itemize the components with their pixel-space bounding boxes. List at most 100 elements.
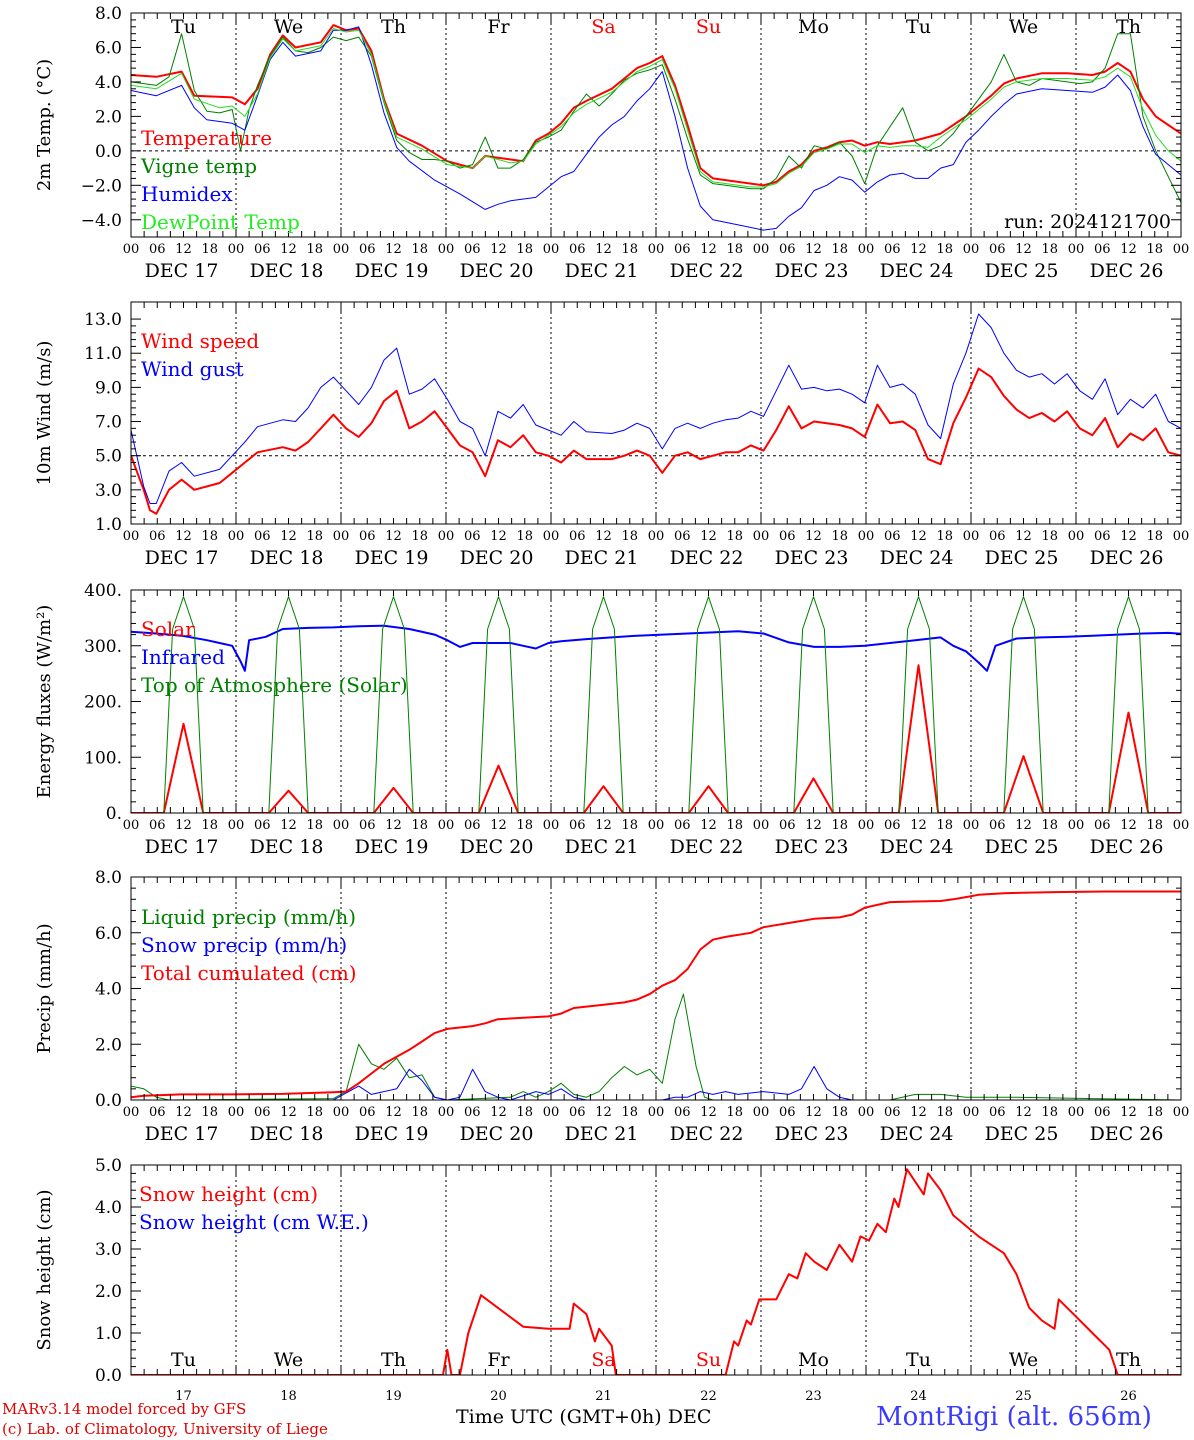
series-line xyxy=(131,24,1181,187)
date-label: DEC 18 xyxy=(250,1123,324,1145)
weekday-label: Mo xyxy=(798,16,829,38)
hour-label: 18 xyxy=(201,818,218,833)
hour-label: 18 xyxy=(621,1105,638,1120)
hour-label: 00 xyxy=(543,242,560,257)
date-label: DEC 20 xyxy=(460,1123,534,1145)
y-tick-label: 8.0 xyxy=(95,868,122,888)
station-name: MontRigi (alt. 656m) xyxy=(876,1402,1152,1432)
weekday-label: Su xyxy=(696,1349,721,1371)
day-number-label: 20 xyxy=(490,1389,507,1404)
series-group xyxy=(131,596,1181,813)
series-group xyxy=(131,313,1181,515)
date-label: DEC 21 xyxy=(565,1123,639,1145)
date-label: DEC 26 xyxy=(1090,836,1164,858)
hour-label: 00 xyxy=(123,818,140,833)
hour-label: 06 xyxy=(779,529,796,544)
date-label: DEC 22 xyxy=(670,1123,744,1145)
hour-label: 00 xyxy=(753,1105,770,1120)
y-axis-label: 2m Temp. (°C) xyxy=(34,59,55,191)
legend-entry: Snow precip (mm/h) xyxy=(141,933,347,957)
y-tick-label: 2.0 xyxy=(95,107,122,127)
hour-label: 00 xyxy=(1173,818,1190,833)
hour-label: 00 xyxy=(438,1105,455,1120)
day-number-label: 19 xyxy=(385,1389,402,1404)
hour-label: 18 xyxy=(936,529,953,544)
y-tick-label: 100. xyxy=(84,748,122,768)
hour-label: 12 xyxy=(280,529,297,544)
hour-label: 06 xyxy=(674,1105,691,1120)
legend-entry: Snow height (cm) xyxy=(139,1182,318,1206)
hour-label: 18 xyxy=(201,1105,218,1120)
panel-precip: 0.0 2.0 4.0 6.0 8.0 Precip (mm/h) Liquid preci… xyxy=(34,868,1189,1145)
date-label: DEC 19 xyxy=(355,260,429,282)
series-line xyxy=(131,1066,1181,1100)
date-label: DEC 23 xyxy=(775,547,849,569)
hour-label: 18 xyxy=(411,818,428,833)
hour-label: 00 xyxy=(858,529,875,544)
weekday-label: Fr xyxy=(487,16,510,38)
hour-label: 06 xyxy=(464,1105,481,1120)
hour-label: 06 xyxy=(779,1105,796,1120)
hour-label: 00 xyxy=(1068,242,1085,257)
series-line xyxy=(131,624,1181,672)
weekday-label: Fr xyxy=(487,1349,510,1371)
weekday-label: Th xyxy=(1116,16,1141,38)
hour-label: 18 xyxy=(1146,818,1163,833)
date-label: DEC 18 xyxy=(250,836,324,858)
y-tick-label: 0.0 xyxy=(95,142,122,162)
hour-label: 18 xyxy=(936,242,953,257)
hour-label: 18 xyxy=(306,818,323,833)
series-line xyxy=(131,28,1181,188)
hour-label: 18 xyxy=(1041,818,1058,833)
hour-label: 06 xyxy=(254,1105,271,1120)
legend-entry: Liquid precip (mm/h) xyxy=(141,905,356,929)
hour-label: 18 xyxy=(831,529,848,544)
y-tick-label: 3.0 xyxy=(95,1240,122,1260)
hour-label: 00 xyxy=(648,529,665,544)
hour-label: 12 xyxy=(1015,818,1032,833)
hour-label: 12 xyxy=(805,242,822,257)
hour-label: 12 xyxy=(490,529,507,544)
hour-label: 00 xyxy=(123,1105,140,1120)
weekday-label: Tu xyxy=(906,1349,931,1371)
hour-label: 12 xyxy=(280,242,297,257)
day-number-label: 22 xyxy=(700,1389,717,1404)
hour-label: 18 xyxy=(726,529,743,544)
y-tick-label: 0.0 xyxy=(95,1366,122,1386)
y-tick-label: −4.0 xyxy=(81,211,122,231)
series-line xyxy=(131,993,1181,1100)
hour-label: 06 xyxy=(569,242,586,257)
hour-label: 00 xyxy=(333,242,350,257)
legend-entry: Humidex xyxy=(141,182,233,206)
weekday-label: Sa xyxy=(591,16,615,38)
y-tick-label: 2.0 xyxy=(95,1282,122,1302)
y-tick-label: 6.0 xyxy=(95,924,122,944)
hour-label: 18 xyxy=(201,529,218,544)
date-label: DEC 21 xyxy=(565,836,639,858)
hour-label: 00 xyxy=(228,242,245,257)
hour-label: 18 xyxy=(516,818,533,833)
hour-label: 00 xyxy=(1068,529,1085,544)
date-label: DEC 17 xyxy=(145,547,219,569)
y-tick-label: 4.0 xyxy=(95,73,122,93)
hour-label: 00 xyxy=(438,529,455,544)
hour-label: 00 xyxy=(858,818,875,833)
hour-label: 18 xyxy=(201,242,218,257)
hour-label: 18 xyxy=(1041,1105,1058,1120)
hour-label: 12 xyxy=(700,1105,717,1120)
series-line xyxy=(131,1168,1181,1375)
hour-label: 00 xyxy=(1173,1105,1190,1120)
weekday-label: Su xyxy=(696,16,721,38)
hour-label: 00 xyxy=(963,1105,980,1120)
hour-label: 06 xyxy=(359,242,376,257)
hour-label: 00 xyxy=(123,529,140,544)
y-tick-label: 200. xyxy=(84,693,122,713)
y-tick-label: 9.0 xyxy=(95,378,122,398)
series-group xyxy=(131,890,1181,1100)
hour-label: 18 xyxy=(726,242,743,257)
hour-label: 12 xyxy=(1015,529,1032,544)
hour-label: 18 xyxy=(726,1105,743,1120)
hour-label: 06 xyxy=(884,818,901,833)
x-axis-title: Time UTC (GMT+0h) DEC xyxy=(456,1406,711,1428)
